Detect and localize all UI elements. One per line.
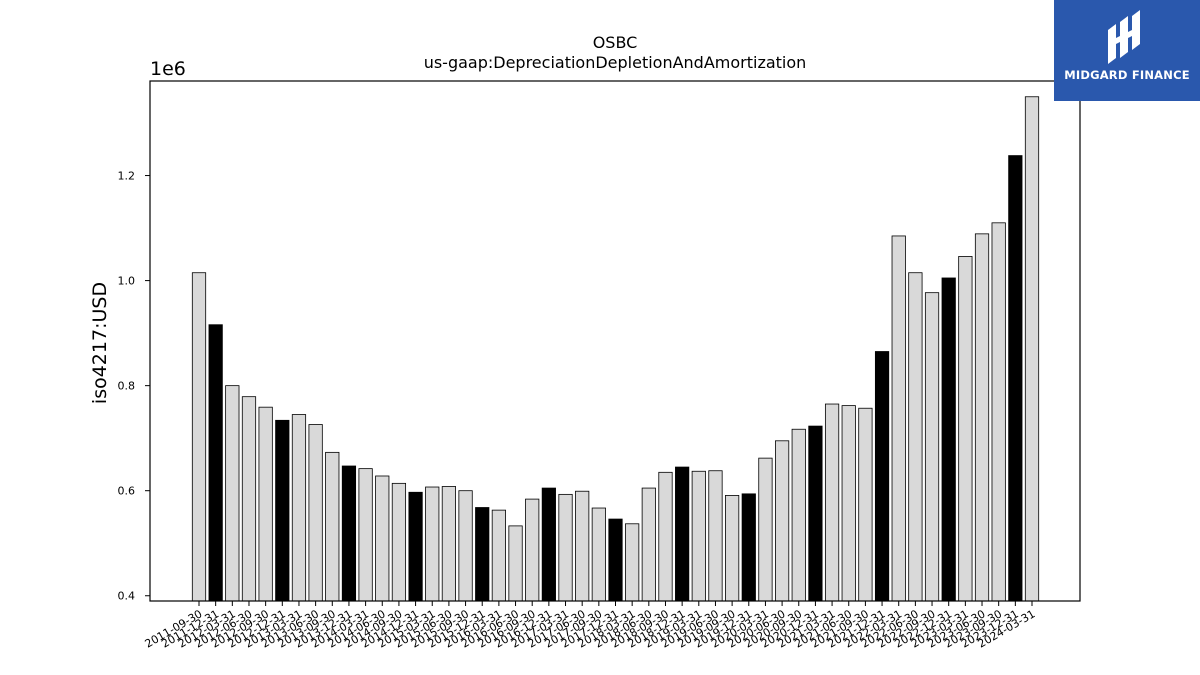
bar-2013-03-31 (291, 414, 307, 602)
brand-logo: MIDGARD FINANCE (1054, 0, 1200, 101)
bar-2015-09-30 (458, 490, 473, 602)
midgard-logo-icon (1108, 10, 1140, 64)
bar-2013-12-31 (341, 465, 357, 602)
bar-2016-06-30 (508, 525, 523, 602)
bar-2014-12-31 (408, 491, 423, 602)
bar-2019-06-30 (708, 470, 723, 602)
bar-2018-09-30 (658, 471, 673, 602)
bar-2012-09-30 (258, 406, 273, 602)
bar-2020-12-31 (808, 425, 823, 602)
bar-2011-09-30 (191, 272, 207, 602)
y-scale-label: 1e6 (150, 58, 186, 80)
bar-2024-03-31 (1024, 96, 1040, 602)
bar-2016-09-30 (525, 498, 540, 602)
bar-2014-03-31 (358, 468, 373, 602)
bar-2017-12-31 (608, 518, 623, 602)
brand-name: MIDGARD FINANCE (1064, 68, 1190, 82)
bar-2011-12-31 (208, 324, 223, 602)
bar-2015-06-30 (441, 486, 457, 602)
bar-2020-09-30 (791, 428, 806, 602)
bar-2023-12-31 (1008, 155, 1023, 602)
y-tick-label: 1.2 (118, 170, 136, 183)
bar-2018-03-31 (625, 523, 640, 602)
bar-2012-06-30 (241, 396, 257, 602)
bar-2013-09-30 (325, 451, 340, 602)
bar-2016-12-31 (541, 487, 556, 602)
bar-2017-06-30 (575, 490, 590, 602)
plot-frame (149, 80, 1081, 602)
y-tick-label: 0.4 (118, 590, 136, 603)
bar-2016-03-31 (491, 509, 506, 602)
bar-2014-06-30 (375, 475, 390, 602)
chart-subtitle: us-gaap:DepreciationDepletionAndAmortiza… (424, 53, 807, 72)
bar-2021-06-30 (841, 405, 856, 602)
y-tick-label: 1.0 (118, 275, 136, 288)
bar-2012-03-31 (225, 385, 240, 602)
bar-2023-03-31 (958, 256, 973, 602)
bar-2014-09-30 (391, 482, 407, 602)
bar-2018-12-31 (675, 466, 690, 602)
y-axis-label: iso4217:USD (89, 282, 111, 404)
x-ticks-group: 2011-09-302011-12-312012-03-312012-06-30… (143, 601, 1038, 651)
bar-2022-09-30 (924, 292, 940, 602)
bar-2019-09-30 (725, 495, 740, 602)
bar-2015-12-31 (475, 507, 490, 602)
bar-2012-12-31 (275, 419, 290, 602)
bar-2019-12-31 (741, 493, 756, 602)
bar-2013-06-30 (308, 424, 323, 602)
bar-2020-03-31 (758, 457, 773, 602)
bar-2022-12-31 (941, 277, 956, 602)
y-ticks-group: 0.4 0.6 0.8 1.0 1.2 (118, 170, 150, 603)
bar-2017-03-31 (558, 493, 573, 602)
bar-2022-06-30 (908, 272, 923, 602)
bar-2022-03-31 (891, 235, 906, 602)
bar-2015-03-31 (425, 486, 440, 602)
bar-2023-09-30 (991, 222, 1006, 602)
bar-2021-12-31 (874, 351, 890, 602)
bar-2021-03-31 (824, 403, 840, 602)
bar-2018-06-30 (641, 487, 656, 602)
bar-2020-06-30 (775, 440, 790, 602)
y-tick-label: 0.6 (118, 485, 136, 498)
y-tick-label: 0.8 (118, 380, 136, 393)
chart-title: OSBC (593, 33, 638, 52)
bar-2017-09-30 (591, 507, 606, 602)
bar-2019-03-31 (691, 470, 706, 602)
bars-group (191, 96, 1040, 602)
bar-2023-06-30 (974, 233, 990, 602)
bar-2021-09-30 (858, 407, 873, 602)
